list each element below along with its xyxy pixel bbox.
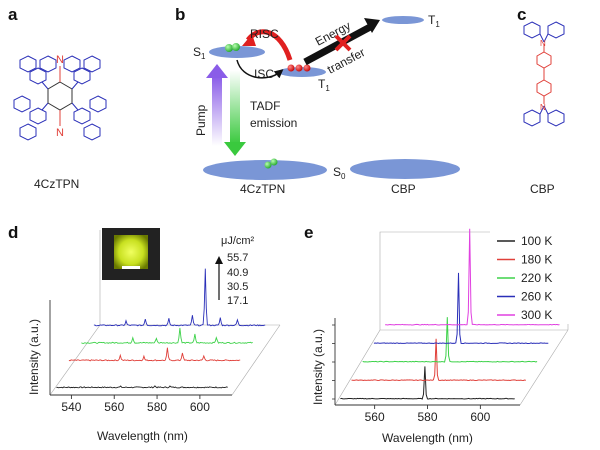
e-series-300K	[385, 228, 560, 326]
carbazole-unit-tl	[19, 55, 57, 85]
d-series-55.7	[93, 268, 266, 327]
d-x-tick-label: 600	[190, 400, 210, 414]
panel-e-label: e	[304, 223, 313, 242]
ground-state-1	[264, 161, 272, 169]
s0-level-4cztpn	[203, 160, 327, 180]
cbp-n-top: N	[540, 39, 546, 48]
e-x-tick-label: 600	[470, 410, 490, 424]
d-x-tick-label: 560	[104, 400, 124, 414]
triplet-1	[287, 64, 295, 72]
panel-b-caption-left: 4CzTPN	[240, 182, 285, 196]
carbazole-unit-br	[73, 95, 107, 141]
inset-glow-square	[114, 235, 148, 269]
panel-a: a	[8, 5, 107, 191]
molecule-4cztpn-structure	[13, 55, 107, 141]
tadf-label-line1: TADF	[250, 99, 280, 113]
e-series-260K	[373, 272, 549, 345]
d-right-floor-edge	[231, 324, 281, 396]
inset-scale-bar	[122, 266, 140, 269]
s1-level	[209, 46, 265, 58]
t1-level-cbp	[382, 16, 424, 24]
energy-transfer-arrow	[303, 22, 374, 66]
d-back-left-edge	[49, 230, 101, 396]
t1-cbp-label: T1	[428, 13, 440, 29]
panel-a-label: a	[8, 5, 18, 24]
e-legend-box	[490, 230, 576, 324]
e-series-180K	[351, 338, 527, 382]
panel-c: c N N CBP	[517, 5, 565, 196]
panel-a-caption: 4CzTPN	[34, 177, 79, 191]
e-series-100K	[340, 366, 515, 400]
panel-c-caption: CBP	[530, 182, 555, 196]
d-x-tick-label: 580	[147, 400, 167, 414]
d-series-30.5	[68, 347, 241, 362]
d-ylabel: Intensity (a.u.)	[27, 319, 41, 395]
panel-b-label: b	[175, 5, 185, 24]
pump-label: Pump	[194, 104, 208, 136]
panel-b-caption-right: CBP	[391, 182, 416, 196]
d-series-17.1	[56, 385, 228, 389]
molecule-cbp-structure	[523, 21, 565, 127]
d-legend-value-2: 40.9	[227, 267, 248, 279]
tadf-arrowhead	[224, 142, 246, 156]
s0-label: S0	[333, 165, 346, 181]
risc-label: RISC	[250, 27, 279, 41]
e-legend-label: 100 K	[521, 234, 552, 248]
e-legend-label: 220 K	[521, 271, 552, 285]
energy-transfer-arrowhead	[364, 18, 380, 33]
e-right-floor-edge	[519, 329, 569, 406]
e-series-220K	[362, 317, 538, 363]
panel-c-label: c	[517, 5, 526, 24]
e-legend-label: 180 K	[521, 253, 552, 267]
e-ylabel: Intensity (a.u.)	[311, 329, 325, 405]
tadf-label-line2: emission	[250, 116, 297, 130]
e-legend: 100 K 180 K 220 K 260 K 300 K	[490, 230, 576, 324]
s0-level-cbp	[350, 159, 460, 179]
d-legend-value-4: 17.1	[227, 295, 248, 307]
d-series-group	[56, 268, 266, 389]
d-legend-arrowhead	[215, 256, 223, 264]
triplet-2	[295, 64, 303, 72]
e-series-group	[340, 228, 560, 400]
nitrile-n-top: N	[56, 54, 64, 66]
carbazole-unit-tr	[63, 55, 101, 85]
tadf-arrow-shaft	[230, 70, 240, 144]
panel-b: b S1 T1 RISC ISC Energy transfer T1	[175, 5, 460, 196]
e-x-ticks: 560 580 600	[332, 324, 491, 424]
d-legend-unit: μJ/cm²	[221, 235, 255, 247]
ground-state-2	[270, 158, 278, 166]
isc-label: ISC	[254, 67, 274, 81]
panel-d: d 540 560 580 600 Intensity (a.u.) Waveleng…	[8, 223, 281, 443]
risc-arrowhead	[242, 34, 256, 46]
exciton-s1-2	[232, 43, 240, 51]
e-legend-label: 300 K	[521, 308, 552, 322]
e-x-tick-label: 560	[365, 410, 385, 424]
triplet-3	[303, 64, 311, 72]
d-series-40.9	[81, 327, 253, 344]
t1-label: T1	[318, 77, 330, 93]
exciton-s1-1	[225, 44, 233, 52]
panel-d-label: d	[8, 223, 18, 242]
blocked-cross-icon	[334, 34, 352, 52]
nitrile-n-bottom: N	[56, 127, 64, 139]
d-x-ticks: 540 560 580 600	[61, 395, 210, 414]
s1-label: S1	[193, 45, 206, 61]
d-legend-value-1: 55.7	[227, 252, 248, 264]
e-xlabel: Wavelength (nm)	[382, 431, 473, 445]
panel-e: e 560 580 600 Intensity (a.u.) Wavelength …	[304, 223, 576, 445]
e-legend-label: 260 K	[521, 290, 552, 304]
d-xlabel: Wavelength (nm)	[97, 429, 188, 443]
cbp-n-bottom: N	[540, 103, 546, 112]
isc-arrow	[236, 59, 284, 79]
pump-arrow-shaft	[212, 76, 222, 146]
d-x-tick-label: 540	[61, 400, 81, 414]
pump-arrowhead	[206, 64, 228, 78]
carbazole-unit-bl	[13, 95, 47, 141]
e-x-tick-label: 580	[417, 410, 437, 424]
d-legend-value-3: 30.5	[227, 281, 248, 293]
